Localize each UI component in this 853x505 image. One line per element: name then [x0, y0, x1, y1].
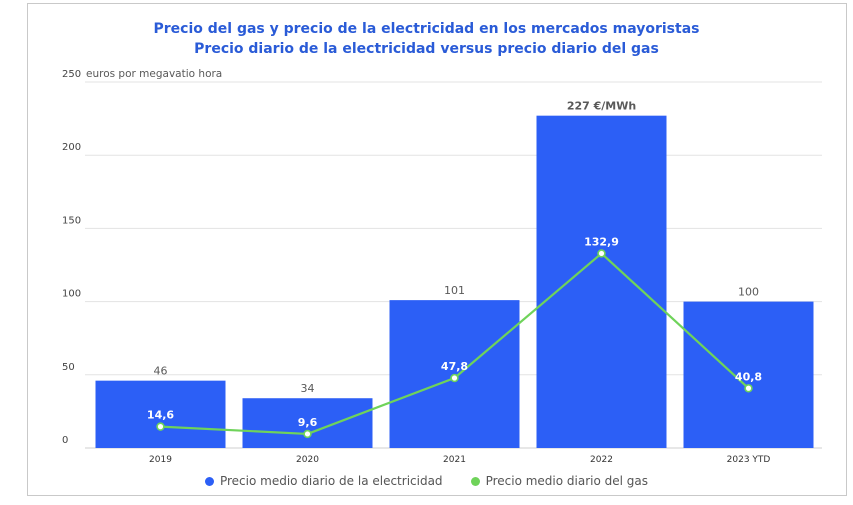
x-tick-label: 2023 YTD — [727, 455, 771, 465]
gas-value-label: 47,8 — [441, 360, 468, 373]
x-tick-label: 2019 — [149, 455, 172, 465]
bar-value-label: 227 €/MWh — [567, 100, 636, 113]
legend-electricity-label: Precio medio diario de la electricidad — [219, 474, 443, 488]
legend-gas-label: Precio medio diario del gas — [485, 474, 649, 488]
chart-subtitle: Precio diario de la electricidad versus … — [194, 41, 659, 57]
y-tick-label: 200 — [62, 142, 81, 153]
y-tick-label: 0 — [62, 435, 68, 446]
gas-point — [450, 373, 459, 383]
gas-value-label: 40,8 — [735, 370, 762, 383]
y-tick-label: 100 — [62, 289, 81, 300]
bar — [683, 301, 814, 448]
bar-value-label: 34 — [301, 382, 315, 395]
gas-value-label: 132,9 — [584, 235, 619, 248]
y-tick-label: 150 — [62, 215, 81, 226]
legend: Precio medio diario de la electricidad P… — [0, 474, 853, 488]
gas-point — [744, 384, 753, 393]
gas-point — [156, 422, 165, 431]
x-tick-label: 2021 — [443, 455, 466, 465]
x-tick-label: 2020 — [296, 455, 319, 465]
gas-value-label: 9,6 — [298, 416, 318, 429]
bar — [242, 398, 373, 448]
legend-item-electricity: Precio medio diario de la electricidad — [204, 474, 443, 488]
bar — [95, 380, 226, 448]
y-tick-label: 250 — [62, 69, 81, 80]
y-tick-label: 50 — [62, 362, 75, 373]
chart-title: Precio del gas y precio de la electricid… — [153, 21, 700, 37]
legend-gas-swatch — [470, 476, 480, 486]
bar-value-label: 100 — [738, 286, 759, 299]
gas-point — [303, 429, 312, 439]
y-axis-label: euros por megavatio hora — [86, 68, 222, 80]
x-tick-label: 2022 — [590, 455, 613, 465]
bar — [536, 115, 667, 448]
legend-electricity-swatch — [204, 476, 214, 486]
gas-point — [597, 249, 606, 258]
bar-value-label: 101 — [444, 284, 465, 297]
legend-item-gas: Precio medio diario del gas — [470, 474, 649, 488]
bar-value-label: 46 — [154, 365, 168, 378]
gas-value-label: 14,6 — [147, 409, 174, 422]
